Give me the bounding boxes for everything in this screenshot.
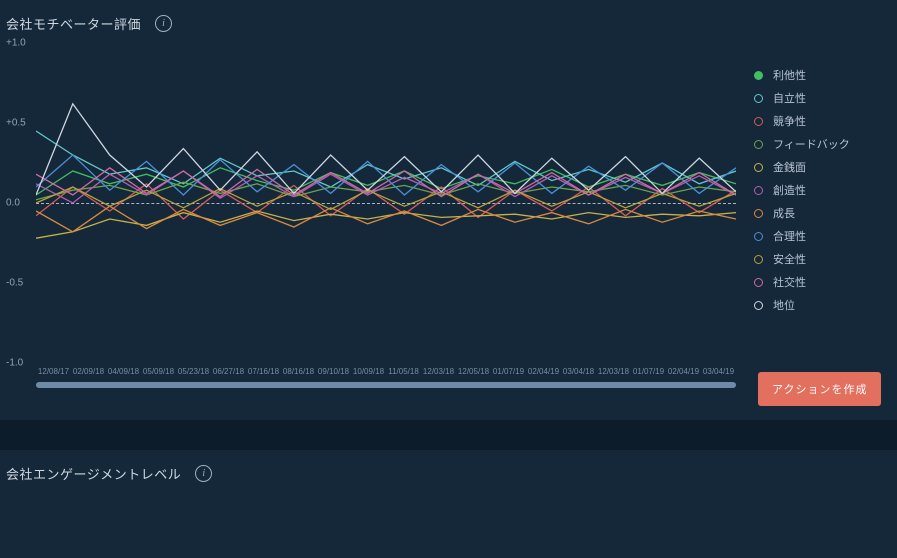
motivator-panel: 会社モチベーター評価 i +1.0+0.50.0-0.5-1.012/08/17…	[0, 0, 897, 406]
legend-marker-safety	[754, 255, 763, 264]
x-axis-tick: 03/04/19	[701, 367, 736, 376]
x-axis-tick: 12/08/17	[36, 367, 71, 376]
legend-marker-create	[754, 186, 763, 195]
x-axis-tick: 10/09/18	[351, 367, 386, 376]
legend-item-feedback[interactable]: フィードバック	[754, 136, 881, 152]
chart-range-scrollbar[interactable]	[36, 383, 736, 387]
legend-marker-growth	[754, 209, 763, 218]
legend-label-feedback: フィードバック	[773, 136, 850, 152]
legend-item-social[interactable]: 社交性	[754, 274, 881, 290]
x-axis-tick: 01/07/19	[631, 367, 666, 376]
legend-label-status: 地位	[773, 297, 795, 313]
legend-marker-status	[754, 301, 763, 310]
x-axis-tick: 02/04/19	[526, 367, 561, 376]
x-axis-tick: 04/09/18	[106, 367, 141, 376]
x-axis-tick: 12/05/18	[456, 367, 491, 376]
x-axis-tick: 03/04/18	[561, 367, 596, 376]
chart-plot: +1.0+0.50.0-0.5-1.012/08/1702/09/1804/09…	[36, 43, 736, 363]
x-axis-tick: 12/03/18	[421, 367, 456, 376]
legend-item-compete[interactable]: 競争性	[754, 113, 881, 129]
legend-label-rational: 合理性	[773, 228, 806, 244]
x-axis-tick: 02/09/18	[71, 367, 106, 376]
legend-marker-feedback	[754, 140, 763, 149]
legend-label-social: 社交性	[773, 274, 806, 290]
legend-item-status[interactable]: 地位	[754, 297, 881, 313]
legend-label-compete: 競争性	[773, 113, 806, 129]
legend-marker-rational	[754, 232, 763, 241]
chart-range-thumb[interactable]	[36, 382, 736, 388]
panel-title: 会社モチベーター評価	[6, 14, 141, 33]
info-icon[interactable]: i	[195, 465, 212, 482]
panel-title-2: 会社エンゲージメントレベル	[6, 464, 181, 483]
legend-marker-compete	[754, 117, 763, 126]
series-line-growth	[36, 206, 736, 232]
series-line-status	[36, 104, 736, 195]
panel-title-row: 会社モチベーター評価 i	[0, 0, 897, 43]
legend-item-altruism[interactable]: 利他性	[754, 67, 881, 83]
x-axis-tick: 07/16/18	[246, 367, 281, 376]
legend-item-create[interactable]: 創造性	[754, 182, 881, 198]
y-axis-tick: +1.0	[6, 38, 26, 49]
x-axis-tick: 09/10/18	[316, 367, 351, 376]
x-axis-tick: 02/04/19	[666, 367, 701, 376]
x-axis-tick: 08/16/18	[281, 367, 316, 376]
x-axis-tick: 11/05/18	[386, 367, 421, 376]
x-axis-tick: 05/09/18	[141, 367, 176, 376]
legend-label-altruism: 利他性	[773, 67, 806, 83]
series-line-feedback	[36, 182, 736, 200]
x-axis-tick: 05/23/18	[176, 367, 211, 376]
legend-item-autonomy[interactable]: 自立性	[754, 90, 881, 106]
create-action-button[interactable]: アクションを作成	[758, 372, 881, 406]
chart-legend: 利他性自立性競争性フィードバック金銭面創造性成長合理性安全性社交性地位アクション…	[736, 43, 881, 406]
chart-area: +1.0+0.50.0-0.5-1.012/08/1702/09/1804/09…	[0, 43, 897, 406]
y-axis-tick: +0.5	[6, 118, 26, 129]
plot-wrap: +1.0+0.50.0-0.5-1.012/08/1702/09/1804/09…	[0, 43, 897, 406]
legend-item-rational[interactable]: 合理性	[754, 228, 881, 244]
y-axis-tick: 0.0	[6, 198, 20, 209]
x-axis-labels: 12/08/1702/09/1804/09/1805/09/1805/23/18…	[36, 367, 736, 376]
legend-marker-autonomy	[754, 94, 763, 103]
y-axis-tick: -1.0	[6, 358, 23, 369]
legend-marker-money	[754, 163, 763, 172]
x-axis-tick: 01/07/19	[491, 367, 526, 376]
panel-separator	[0, 420, 897, 450]
legend-marker-social	[754, 278, 763, 287]
legend-item-money[interactable]: 金銭面	[754, 159, 881, 175]
engagement-panel: 会社エンゲージメントレベル i	[0, 450, 897, 493]
legend-item-growth[interactable]: 成長	[754, 205, 881, 221]
chart-lines	[36, 43, 736, 363]
legend-label-safety: 安全性	[773, 251, 806, 267]
legend-marker-altruism	[754, 71, 763, 80]
x-axis-tick: 06/27/18	[211, 367, 246, 376]
legend-label-create: 創造性	[773, 182, 806, 198]
legend-label-growth: 成長	[773, 205, 795, 221]
legend-label-autonomy: 自立性	[773, 90, 806, 106]
panel-title-row-2: 会社エンゲージメントレベル i	[0, 450, 897, 493]
info-icon[interactable]: i	[155, 15, 172, 32]
legend-item-safety[interactable]: 安全性	[754, 251, 881, 267]
x-axis-tick: 12/03/18	[596, 367, 631, 376]
legend-label-money: 金銭面	[773, 159, 806, 175]
y-axis-tick: -0.5	[6, 278, 23, 289]
